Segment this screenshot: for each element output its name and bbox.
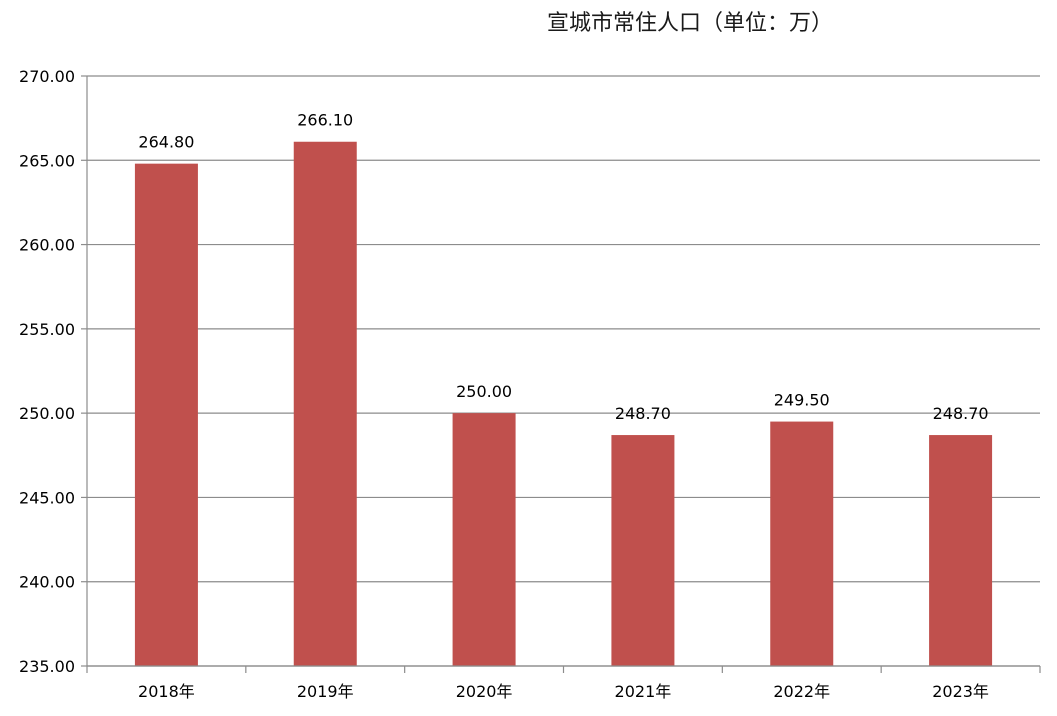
bars (134, 141, 993, 666)
bar (770, 421, 834, 666)
y-tick-label: 255.00 (19, 320, 75, 339)
gridlines (87, 75, 1040, 667)
bar (293, 141, 357, 666)
y-tick-label: 260.00 (19, 236, 75, 255)
bar (452, 413, 516, 666)
x-tick-label: 2020年 (456, 682, 513, 701)
data-label: 249.50 (774, 391, 830, 410)
data-label: 248.70 (933, 404, 989, 423)
data-label: 250.00 (456, 382, 512, 401)
x-tick-label: 2021年 (615, 682, 672, 701)
x-tick-label: 2022年 (773, 682, 830, 701)
x-tick-label: 2023年 (932, 682, 989, 701)
bar (929, 435, 993, 666)
y-tick-label: 250.00 (19, 404, 75, 423)
bar (611, 435, 675, 666)
x-tick-label: 2018年 (138, 682, 195, 701)
data-label: 266.10 (297, 111, 353, 130)
data-label: 248.70 (615, 404, 671, 423)
labels: 235.00 240.00 245.00 250.00 255.00 260.00 265.… (19, 67, 989, 701)
y-tick-label: 270.00 (19, 67, 75, 86)
data-label: 264.80 (138, 133, 194, 152)
bar (134, 163, 198, 666)
y-tick-label: 245.00 (19, 488, 75, 507)
y-tick-label: 265.00 (19, 151, 75, 170)
chart-title: 宣城市常住人口（单位：万） (547, 11, 833, 36)
axes (81, 75, 1041, 673)
x-tick-label: 2019年 (297, 682, 354, 701)
y-tick-label: 240.00 (19, 573, 75, 592)
y-tick-label: 235.00 (19, 657, 75, 676)
